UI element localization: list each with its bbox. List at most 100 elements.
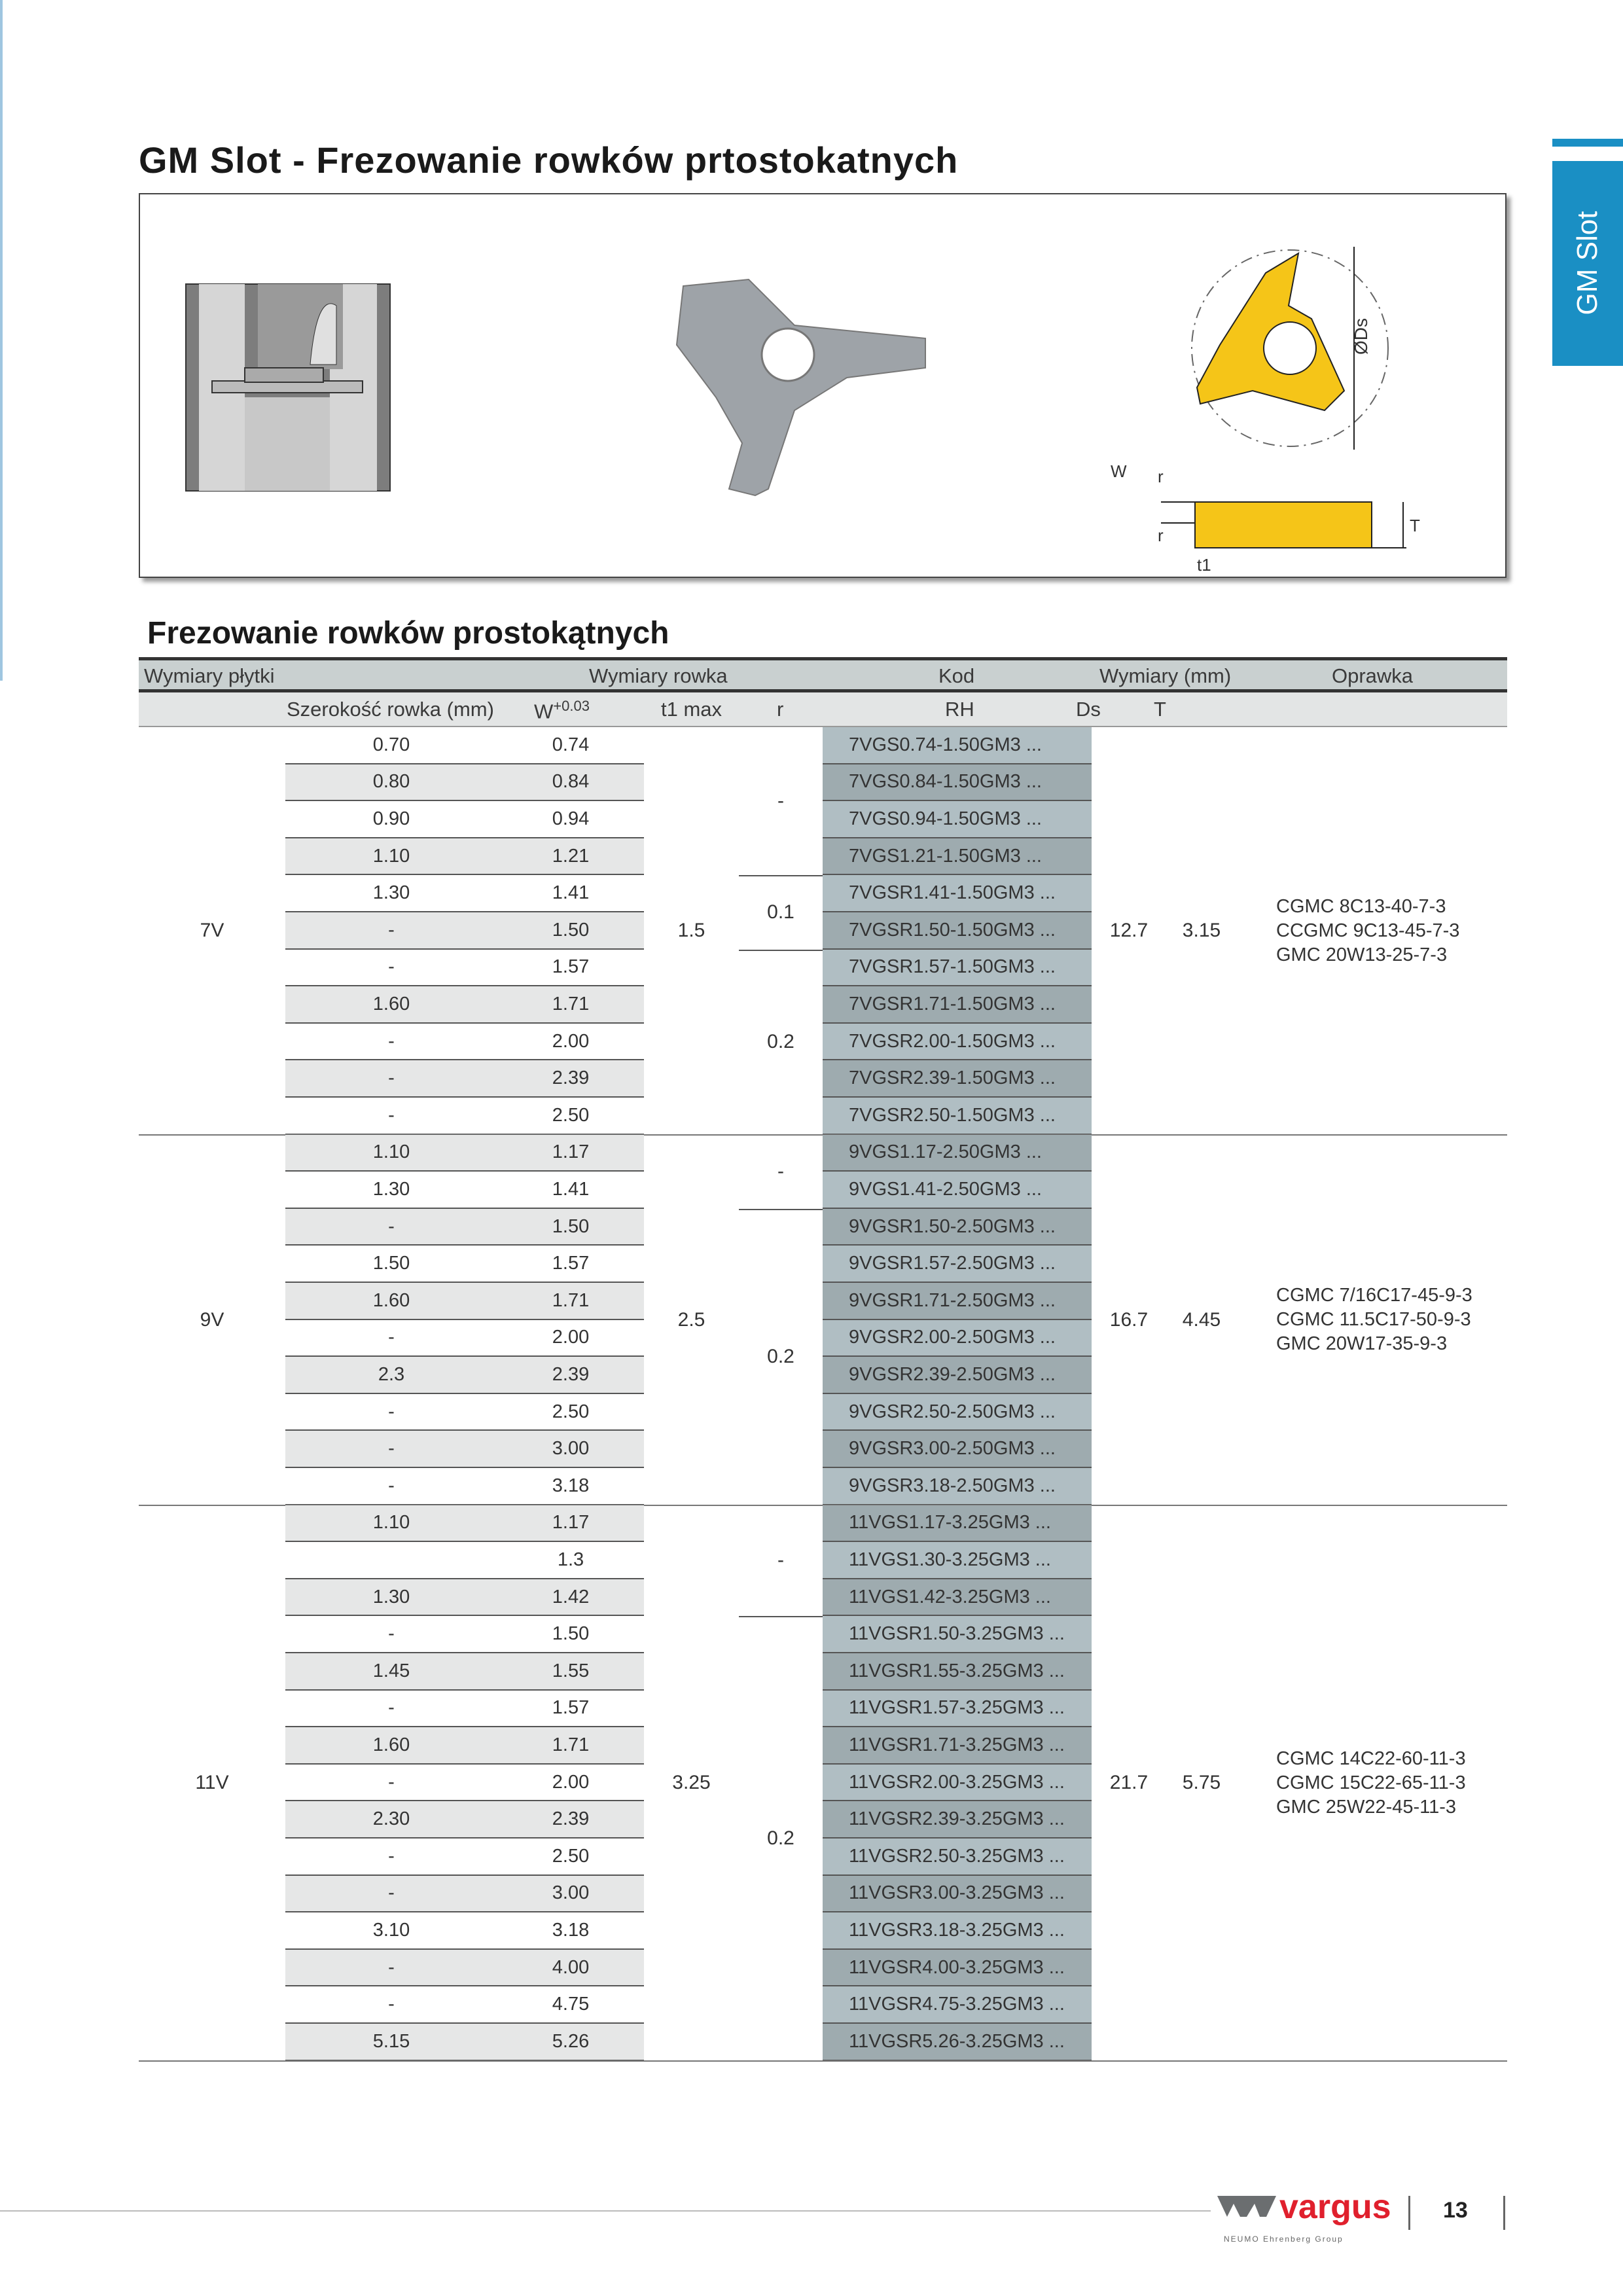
header-t: T [1154, 698, 1166, 721]
header-rh: RH [945, 698, 974, 721]
r-group-divider [739, 875, 823, 877]
code-cell: 9VGSR2.50-2.50GM3 ... [823, 1393, 1092, 1431]
insert-size: 7V [200, 920, 224, 942]
r-value: 0.2 [767, 1346, 794, 1368]
footer-rule [0, 2210, 1211, 2212]
code-cell: 11VGSR5.26-3.25GM3 ... [823, 2024, 1092, 2061]
groove-width-cell: - [285, 1949, 497, 1987]
groove-width-cell: - [285, 1839, 497, 1876]
code-cell: 7VGS1.21-1.50GM3 ... [823, 838, 1092, 876]
code-cell: 11VGSR3.18-3.25GM3 ... [823, 1912, 1092, 1950]
code-cell: 11VGSR1.50-3.25GM3 ... [823, 1616, 1092, 1653]
w-cell: 1.3 [497, 1542, 644, 1579]
w-cell: 1.42 [497, 1579, 644, 1617]
r-value: 0.1 [767, 901, 794, 923]
groove-width-cell: 1.45 [285, 1653, 497, 1691]
header-groove-dims: Wymiary rowka [589, 664, 728, 687]
w-cell: 2.39 [497, 1801, 644, 1839]
w-cell: 3.18 [497, 1468, 644, 1505]
groove-width-cell: 0.80 [285, 764, 497, 802]
r-group-divider [739, 949, 823, 951]
groove-width-cell: 3.10 [285, 1912, 497, 1950]
t-value: 4.45 [1182, 1308, 1221, 1331]
code-cell: 11VGSR4.75-3.25GM3 ... [823, 1986, 1092, 2024]
groove-width-cell: 2.30 [285, 1801, 497, 1839]
page-title: GM Slot - Frezowanie rowków prtostokatny… [139, 139, 959, 181]
w-cell: 2.39 [497, 1060, 644, 1098]
holder-list: CGMC 7/16C17-45-9-3 CGMC 11.5C17-50-9-3 GM… [1276, 1283, 1538, 1357]
w-label: W [1111, 461, 1127, 481]
w-cell: 2.39 [497, 1357, 644, 1394]
w-cell: 3.18 [497, 1912, 644, 1950]
code-cell: 11VGSR1.57-3.25GM3 ... [823, 1690, 1092, 1728]
w-cell: 3.00 [497, 1875, 644, 1913]
header-dimensions: Wymiary (mm) [1099, 664, 1232, 687]
holder-item: CCGMC 9C13-45-7-3 [1276, 920, 1460, 941]
groove-width-cell: 0.90 [285, 801, 497, 838]
w-cell: 1.41 [497, 1172, 644, 1209]
w-cell: 1.71 [497, 1727, 644, 1765]
groove-width-cell: 0.70 [285, 727, 497, 764]
code-cell: 7VGS0.84-1.50GM3 ... [823, 764, 1092, 802]
r-group-divider [739, 1616, 823, 1618]
holder-item: CGMC 15C22-65-11-3 [1276, 1772, 1466, 1793]
ds-value: 16.7 [1109, 1308, 1149, 1331]
holder-item: CGMC 8C13-40-7-3 [1276, 895, 1446, 917]
side-tab-label: GM Slot [1571, 211, 1603, 315]
groove-width-cell: - [285, 1023, 497, 1061]
section-title: Frezowanie rowków prostokątnych [147, 616, 669, 651]
holder-item: GMC 20W13-25-7-3 [1276, 944, 1448, 965]
r-label-bottom: r [1158, 526, 1164, 545]
code-cell: 9VGS1.41-2.50GM3 ... [823, 1172, 1092, 1209]
code-cell: 7VGSR2.39-1.50GM3 ... [823, 1060, 1092, 1098]
code-cell: 9VGSR2.00-2.50GM3 ... [823, 1319, 1092, 1357]
vargus-logo: vargus NEUMO Ehrenberg Group [1214, 2188, 1404, 2251]
code-cell: 9VGSR1.71-2.50GM3 ... [823, 1283, 1092, 1320]
header-plate-dims: Wymiary płytki [144, 664, 275, 687]
code-cell: 9VGSR3.18-2.50GM3 ... [823, 1468, 1092, 1505]
groove-width-cell: 1.30 [285, 1172, 497, 1209]
code-cell: 11VGSR1.55-3.25GM3 ... [823, 1653, 1092, 1691]
product-figure: ØDs W r r T t1 [139, 193, 1507, 578]
holder-list: CGMC 8C13-40-7-3 CCGMC 9C13-45-7-3 GMC 20W… [1276, 894, 1538, 967]
code-cell: 7VGSR1.71-1.50GM3 ... [823, 986, 1092, 1024]
footer-divider [1408, 2196, 1410, 2230]
code-cell: 11VGSR2.50-3.25GM3 ... [823, 1839, 1092, 1876]
w-cell: 2.50 [497, 1098, 644, 1135]
holder-item: CGMC 11.5C17-50-9-3 [1276, 1309, 1471, 1331]
groove-width-cell: 1.30 [285, 875, 497, 912]
logo-wordmark: vargus [1279, 2189, 1391, 2226]
w-cell: 1.55 [497, 1653, 644, 1691]
w-cell: 3.00 [497, 1431, 644, 1468]
code-cell: 9VGSR1.57-2.50GM3 ... [823, 1246, 1092, 1283]
page-edge-rule [0, 0, 3, 681]
t-label: T [1410, 516, 1420, 535]
groove-width-cell: - [285, 1060, 497, 1098]
r-group-divider [739, 1208, 823, 1210]
w-cell: 2.50 [497, 1839, 644, 1876]
code-cell: 11VGSR1.71-3.25GM3 ... [823, 1727, 1092, 1765]
code-cell: 11VGS1.30-3.25GM3 ... [823, 1542, 1092, 1579]
w-cell: 2.00 [497, 1319, 644, 1357]
holder-item: CGMC 14C22-60-11-3 [1276, 1748, 1466, 1769]
groove-width-cell: - [285, 949, 497, 987]
groove-width-cell: 1.60 [285, 1727, 497, 1765]
code-cell: 7VGSR2.50-1.50GM3 ... [823, 1098, 1092, 1135]
r-value: 0.2 [767, 1827, 794, 1849]
holder-item: CGMC 7/16C17-45-9-3 [1276, 1285, 1472, 1306]
w-cell: 2.00 [497, 1764, 644, 1802]
ds-value: 21.7 [1109, 1772, 1149, 1794]
ds-label: ØDs [1351, 318, 1371, 355]
header-groove-width: Szerokość rowka (mm) [287, 698, 494, 721]
w-cell: 0.94 [497, 801, 644, 838]
header-holder: Oprawka [1332, 664, 1414, 687]
w-cell: 1.57 [497, 1246, 644, 1283]
groove-width-cell [285, 1542, 497, 1579]
groove-width-cell: 1.30 [285, 1579, 497, 1617]
groove-width-cell: 1.60 [285, 1283, 497, 1320]
groove-width-cell: - [285, 1468, 497, 1505]
groove-width-cell: - [285, 1690, 497, 1728]
groove-width-cell: 1.60 [285, 986, 497, 1024]
w-cell: 4.75 [497, 1986, 644, 2024]
groove-width-cell: - [285, 1986, 497, 2024]
